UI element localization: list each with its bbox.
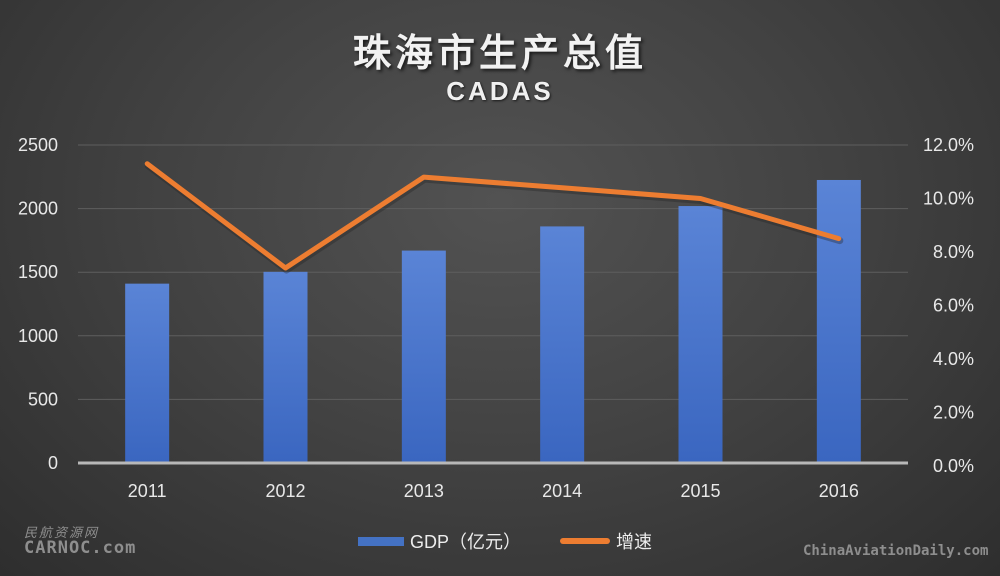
bar-2014 (540, 226, 585, 463)
x-axis-tick: 2016 (819, 481, 859, 501)
x-axis-tick: 2012 (265, 481, 305, 501)
bar-2016 (816, 179, 861, 464)
watermark-en: CARNOC.com (24, 538, 137, 558)
chinaaviationdaily-watermark: ChinaAviationDaily.com (803, 543, 989, 559)
right-axis-tick: 8.0% (933, 242, 974, 262)
growth-line (144, 161, 842, 271)
left-axis-tick: 500 (28, 389, 58, 409)
legend-item-growth[interactable]: 增速 (560, 528, 652, 554)
x-axis-tick: 2015 (680, 481, 720, 501)
right-axis-tick: 2.0% (933, 403, 974, 423)
legend-line-swatch-icon (560, 538, 610, 544)
right-axis-tick: 0.0% (933, 456, 974, 476)
chart-title: 珠海市生产总值 (352, 31, 647, 75)
right-axis-tick: 12.0% (923, 135, 974, 155)
left-axis-tick: 0 (48, 453, 58, 473)
carnoc-watermark: 民航资源网 CARNOC.com (24, 527, 136, 557)
x-axis-tick: 2013 (404, 481, 444, 501)
watermark-cn: 民航资源网 (24, 526, 100, 541)
left-axis-tick: 1500 (18, 262, 58, 282)
chart-subtitle: CADAS (446, 76, 554, 106)
bar-2015 (678, 206, 723, 463)
x-axis-tick: 2014 (542, 481, 582, 501)
legend-label-growth: 增速 (616, 532, 652, 552)
legend-item-gdp[interactable]: GDP（亿元） (358, 528, 521, 554)
bar-2011 (125, 283, 170, 463)
legend-bar-swatch-icon (358, 536, 404, 546)
left-axis-tick: 2500 (18, 135, 58, 155)
right-axis-tick: 10.0% (923, 189, 974, 209)
bar-2012 (263, 271, 308, 463)
legend: GDP（亿元） 增速 (0, 528, 1000, 558)
right-axis-tick: 4.0% (933, 349, 974, 369)
legend-label-gdp: GDP（亿元） (410, 532, 522, 552)
left-axis-tick: 2000 (18, 199, 58, 219)
bar-2013 (401, 250, 446, 463)
x-axis-tick: 2011 (128, 481, 167, 501)
right-axis-tick: 6.0% (933, 296, 974, 316)
left-axis-tick: 1000 (18, 326, 58, 346)
